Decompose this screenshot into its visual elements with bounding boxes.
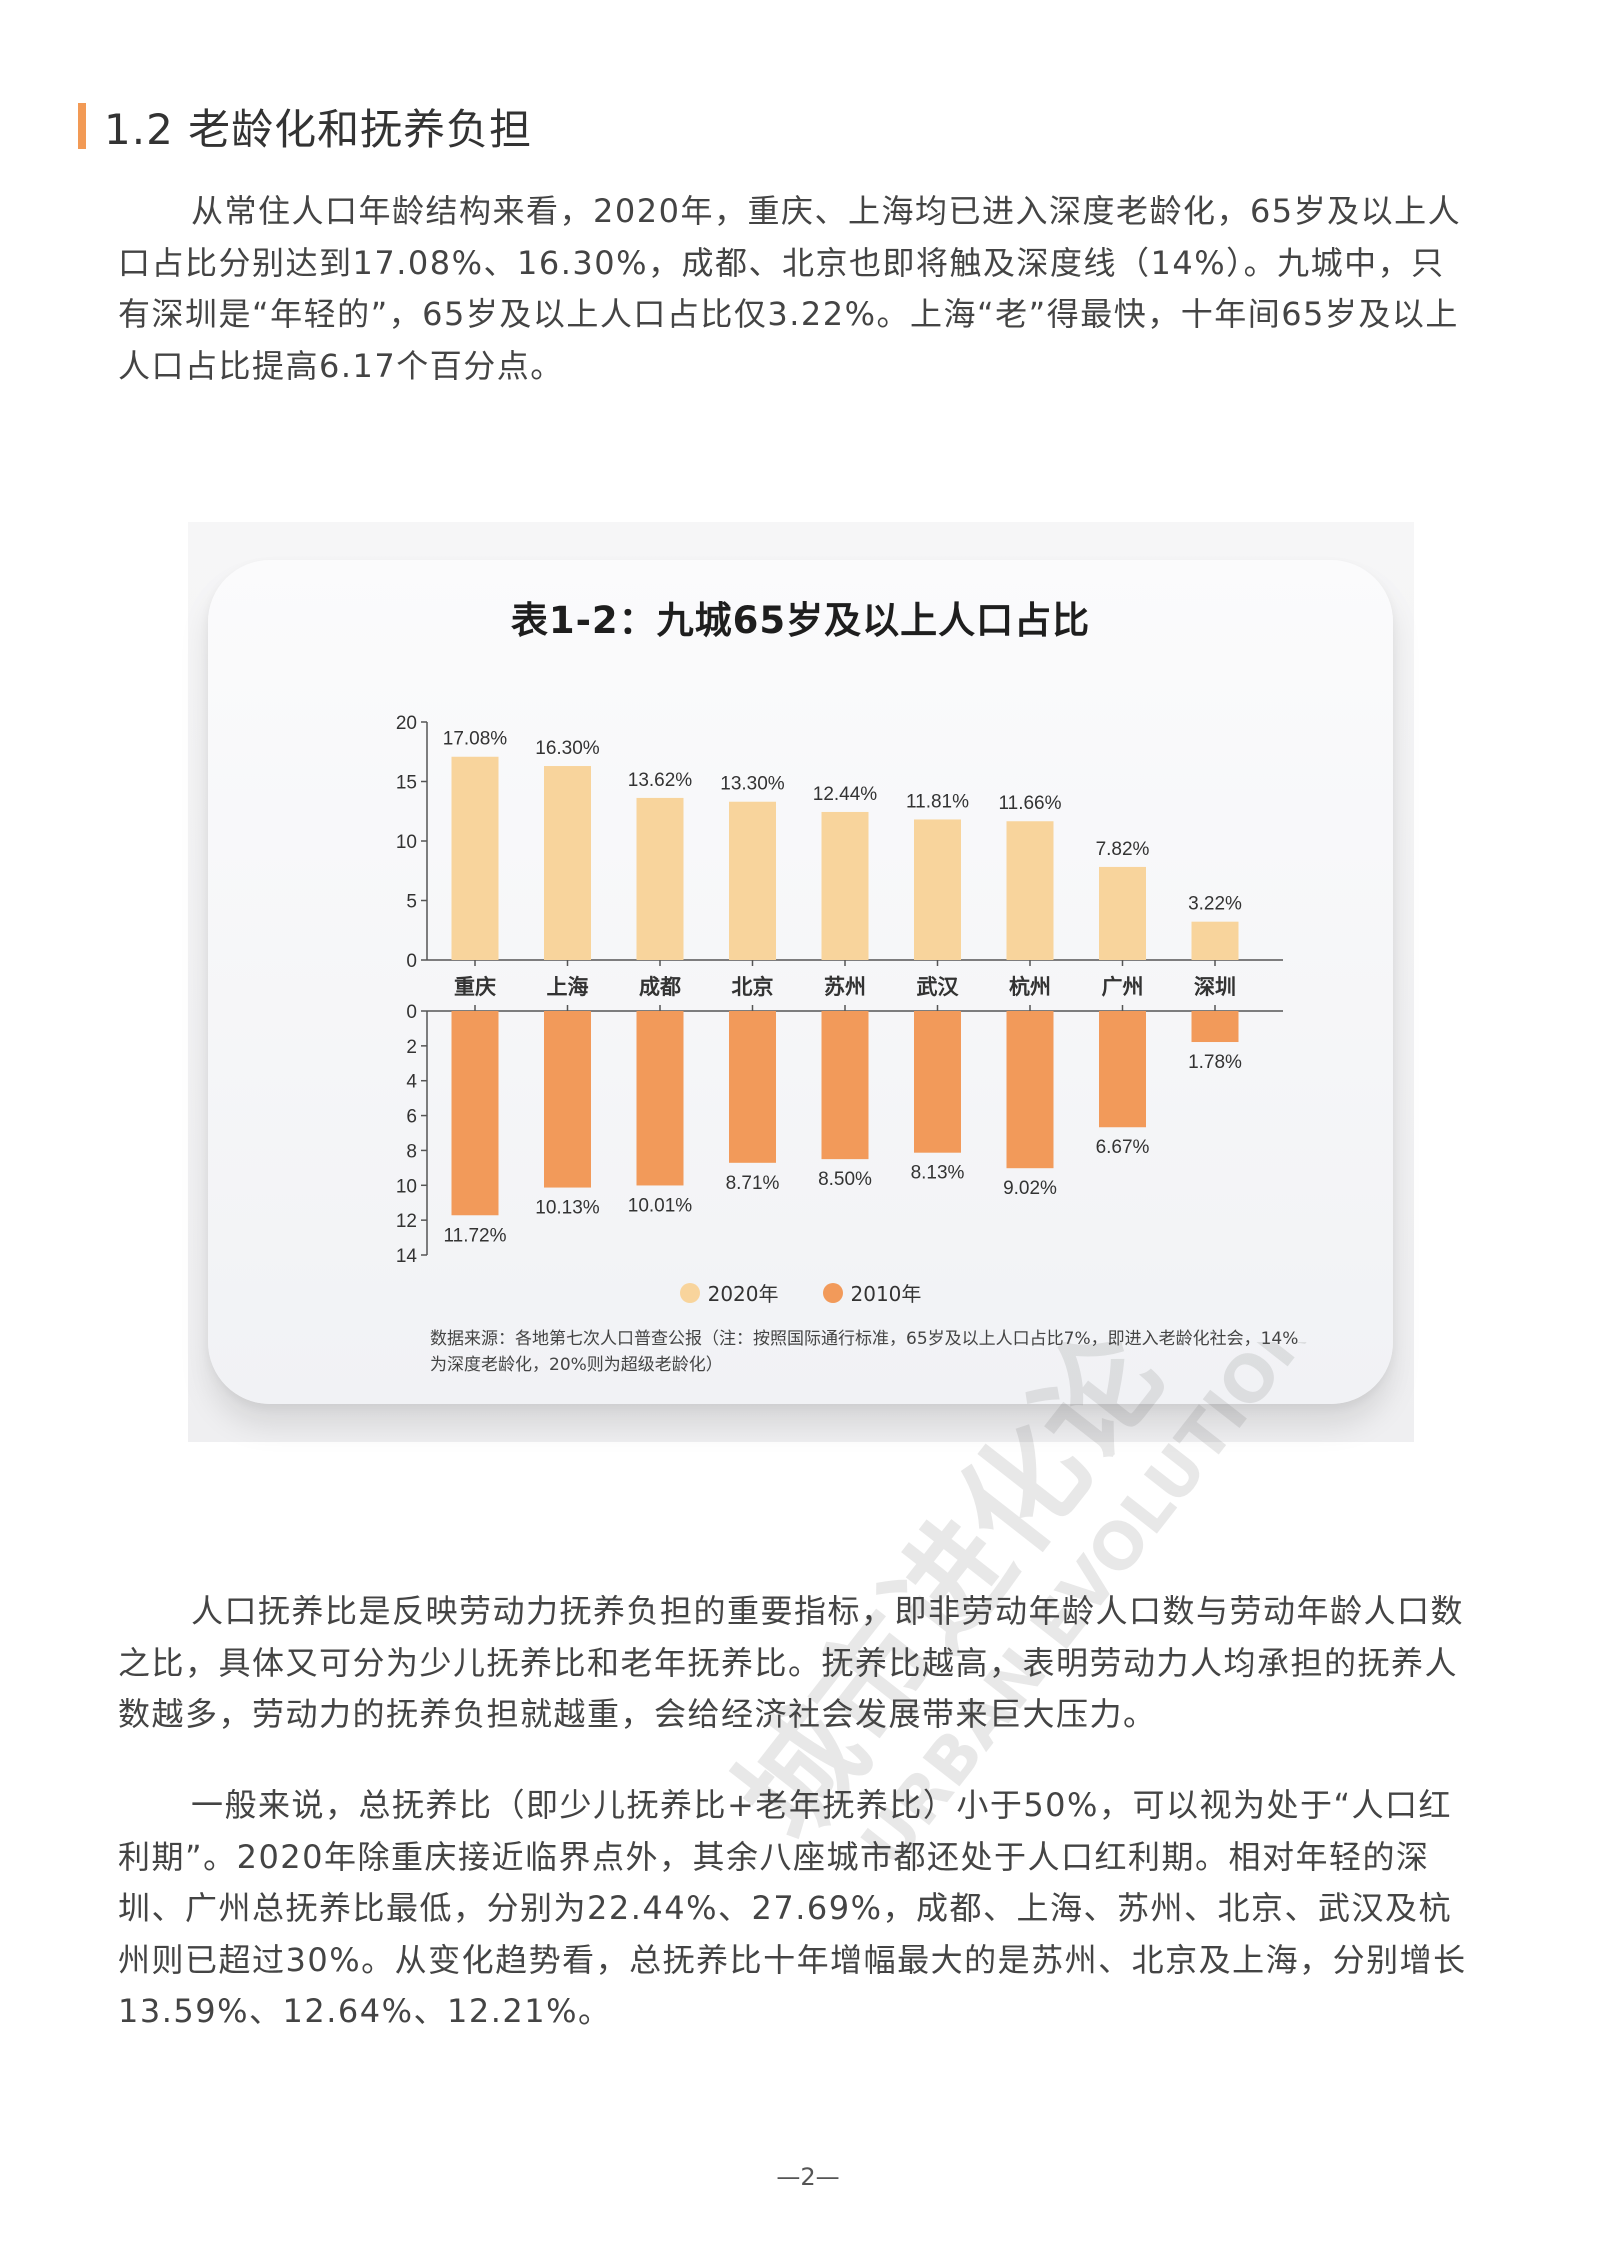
paragraph-demographic-dividend: 一般来说，总抚养比（即少儿抚养比+老年抚养比）小于50%，可以视为处于“人口红利…	[118, 1780, 1478, 2038]
y-tick-label: 0	[406, 951, 417, 972]
bar-value-label: 10.13%	[535, 1198, 600, 1219]
bar-2020	[729, 801, 776, 960]
category-label: 苏州	[824, 976, 866, 999]
bar-2020	[914, 819, 961, 960]
category-label: 重庆	[454, 975, 496, 999]
chart-card: 表1-2：九城65岁及以上人口占比 0 5 10 15 20 0 2 4 6 8 10 12 14 重庆 1…	[208, 560, 1393, 1404]
bar-value-label: 13.30%	[720, 774, 785, 795]
bar-2020	[451, 756, 499, 960]
bar-value-label: 11.72%	[443, 1225, 506, 1246]
y-tick-label: 14	[396, 1246, 418, 1267]
y-tick-label: 6	[406, 1107, 417, 1128]
figure-container: 表1-2：九城65岁及以上人口占比 0 5 10 15 20 0 2 4 6 8 10 12 14 重庆 1…	[188, 522, 1414, 1881]
paragraph-text: 从常住人口年龄结构来看，2020年，重庆、上海均已进入深度老龄化，65岁及以上人…	[118, 192, 1462, 385]
bar-value-label: 13.62%	[628, 770, 693, 791]
bar-2020	[1191, 921, 1239, 960]
category-label: 成都	[639, 975, 681, 999]
bar-2010	[729, 1011, 776, 1163]
bar-value-label: 7.82%	[1096, 839, 1150, 860]
category-label: 杭州	[1009, 975, 1051, 999]
bar-2020	[544, 766, 591, 960]
bar-2010	[636, 1011, 684, 1186]
bar-value-label: 6.67%	[1096, 1137, 1150, 1158]
bar-2020	[821, 811, 869, 960]
bar-2010	[1006, 1011, 1054, 1169]
bar-value-label: 8.50%	[818, 1169, 872, 1190]
legend-dot-icon	[822, 1282, 843, 1303]
category-label: 北京	[732, 975, 774, 999]
category-label: 武汉	[917, 976, 960, 999]
bar-value-label: 17.08%	[443, 729, 508, 750]
bar-value-label: 11.66%	[998, 793, 1061, 814]
section-title: 1.2 老龄化和抚养负担	[104, 104, 533, 154]
section-accent-bar	[78, 103, 86, 149]
bar-value-label: 16.30%	[535, 738, 600, 759]
legend-label: 2020年	[707, 1282, 779, 1306]
bar-chart: 0 5 10 15 20 0 2 4 6 8 10 12 14 重庆 17.08% 11.72% 上海 16.30…	[396, 713, 1283, 1267]
y-tick-label: 4	[406, 1072, 417, 1093]
section-heading: 1.2 老龄化和抚养负担	[78, 100, 532, 154]
legend-dot-icon	[679, 1282, 700, 1303]
legend-item-2020: 2020年	[679, 1278, 779, 1307]
paragraph-text: 一般来说，总抚养比（即少儿抚养比+老年抚养比）小于50%，可以视为处于“人口红利…	[118, 1786, 1467, 2030]
chart-title: 表1-2：九城65岁及以上人口占比	[510, 599, 1091, 642]
bar-2010	[914, 1011, 961, 1153]
y-tick-label: 8	[406, 1141, 417, 1162]
bar-value-label: 11.81%	[906, 791, 969, 812]
bar-value-label: 1.78%	[1188, 1052, 1242, 1073]
y-tick-label: 2	[406, 1037, 417, 1058]
y-tick-label: 5	[406, 892, 417, 913]
bar-2010	[821, 1011, 869, 1160]
bar-value-label: 8.13%	[911, 1163, 965, 1184]
bar-value-label: 9.02%	[1003, 1178, 1057, 1199]
y-tick-label: 0	[406, 1002, 417, 1023]
y-tick-label: 12	[396, 1211, 417, 1232]
legend-label: 2010年	[850, 1282, 922, 1306]
bar-2020	[1006, 821, 1054, 960]
legend-item-2010: 2010年	[822, 1278, 922, 1307]
bar-2010	[544, 1011, 591, 1188]
bar-2010	[1099, 1011, 1146, 1128]
paragraph-aging-structure: 从常住人口年龄结构来看，2020年，重庆、上海均已进入深度老龄化，65岁及以上人…	[118, 186, 1478, 392]
y-tick-label: 10	[396, 1176, 417, 1197]
bar-value-label: 8.71%	[726, 1173, 780, 1194]
bar-2010	[1191, 1011, 1239, 1043]
bar-2020	[636, 797, 684, 960]
paragraph-dependency-ratio: 人口抚养比是反映劳动力抚养负担的重要指标，即非劳动年龄人口数与劳动年龄人口数之比…	[118, 1586, 1478, 1741]
paragraph-text: 人口抚养比是反映劳动力抚养负担的重要指标，即非劳动年龄人口数与劳动年龄人口数之比…	[118, 1592, 1465, 1733]
y-tick-label: 15	[396, 773, 417, 794]
page-number: —2—	[776, 2163, 840, 2191]
bar-2010	[451, 1011, 499, 1216]
bar-value-label: 12.44%	[813, 784, 878, 805]
chart-legend: 2020年 2010年	[208, 1278, 1393, 1307]
category-label: 广州	[1102, 975, 1144, 999]
y-tick-label: 20	[396, 713, 417, 734]
category-label: 上海	[547, 975, 589, 999]
category-label: 深圳	[1194, 976, 1236, 999]
chart-source-note: 数据来源：各地第七次人口普查公报（注：按照国际通行标准，65岁及以上人口占比7%…	[430, 1329, 1299, 1375]
bar-value-label: 10.01%	[628, 1195, 693, 1216]
bar-value-label: 3.22%	[1188, 894, 1242, 915]
bar-2020	[1099, 866, 1146, 960]
y-tick-label: 10	[396, 832, 417, 853]
